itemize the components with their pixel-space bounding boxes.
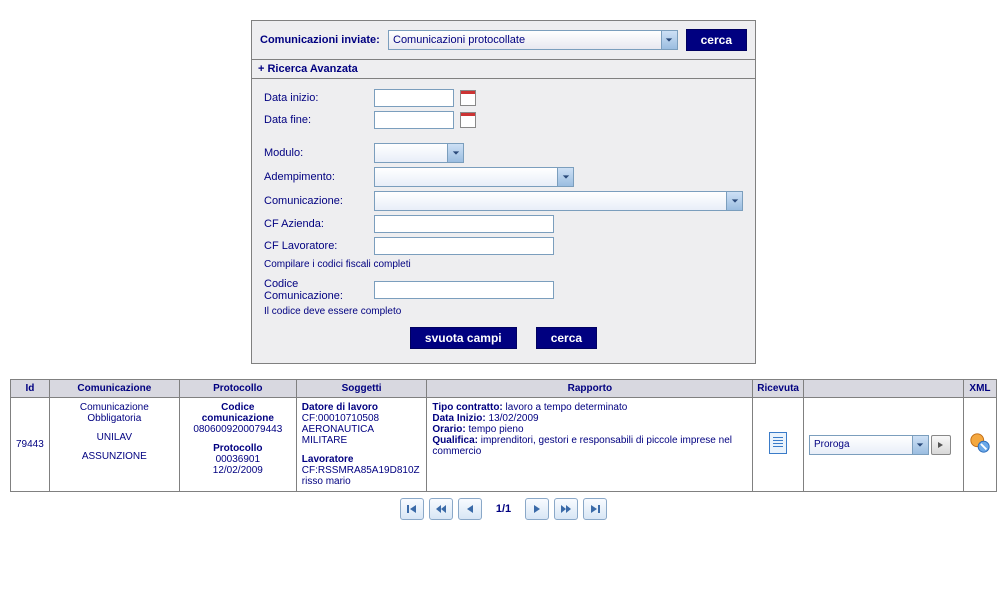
col-comunicazione: Comunicazione: [49, 380, 179, 398]
go-button[interactable]: [931, 435, 951, 455]
data-fine-label: Data fine:: [264, 114, 374, 126]
action-select[interactable]: Proroga: [809, 435, 929, 455]
modulo-label: Modulo:: [264, 147, 374, 159]
com-line2: UNILAV: [55, 432, 174, 443]
col-rapporto: Rapporto: [427, 380, 753, 398]
rap-val4: imprenditori, gestori e responsabili di …: [432, 435, 732, 457]
proto-label2: Protocollo: [185, 443, 291, 454]
comunicazione-label: Comunicazione:: [264, 195, 374, 207]
rap-lbl1: Tipo contratto:: [432, 402, 502, 413]
proto-val2b: 12/02/2009: [185, 465, 291, 476]
sog-label1: Datore di lavoro: [302, 402, 422, 413]
comunicazione-select[interactable]: [374, 191, 743, 211]
pager: 1/1: [10, 498, 997, 520]
chevron-down-icon: [447, 144, 463, 162]
chevron-down-icon: [726, 192, 742, 210]
dropdown-selected-text: Comunicazioni protocollate: [393, 34, 525, 46]
rap-val3: tempo pieno: [466, 424, 524, 435]
adempimento-select[interactable]: [374, 167, 574, 187]
proto-val1: 0806009200079443: [185, 424, 291, 435]
next-fast-button[interactable]: [554, 498, 578, 520]
action-selected-text: Proroga: [814, 439, 850, 450]
sog-label2: Lavoratore: [302, 454, 422, 465]
codice-comunicazione-input[interactable]: [374, 281, 554, 299]
data-inizio-label: Data inizio:: [264, 92, 374, 104]
next-page-button[interactable]: [525, 498, 549, 520]
xml-icon[interactable]: [969, 432, 991, 454]
search-top-row: Comunicazioni inviate: Comunicazioni pro…: [252, 21, 755, 59]
cf-hint: Compilare i codici fiscali completi: [264, 259, 743, 270]
cf-azienda-input[interactable]: [374, 215, 554, 233]
cerca-top-button[interactable]: cerca: [686, 29, 747, 51]
chevron-down-icon: [557, 168, 573, 186]
proto-label1: Codice comunicazione: [185, 402, 291, 424]
modulo-select[interactable]: [374, 143, 464, 163]
chevron-down-icon: [661, 31, 677, 49]
prev-fast-button[interactable]: [429, 498, 453, 520]
first-page-button[interactable]: [400, 498, 424, 520]
proto-val2a: 00036901: [185, 454, 291, 465]
calendar-icon[interactable]: [460, 90, 476, 106]
sog-cf1: CF:00010710508: [302, 413, 422, 424]
cell-id: 79443: [11, 398, 50, 492]
rap-val2: 13/02/2009: [486, 413, 539, 424]
col-azione: [803, 380, 963, 398]
codice-hint: Il codice deve essere completo: [264, 306, 743, 317]
col-ricevuta: Ricevuta: [753, 380, 804, 398]
adempimento-label: Adempimento:: [264, 171, 374, 183]
results-table: Id Comunicazione Protocollo Soggetti Rap…: [10, 379, 997, 492]
document-icon[interactable]: [769, 432, 787, 454]
prev-page-button[interactable]: [458, 498, 482, 520]
rap-lbl4: Qualifica:: [432, 435, 478, 446]
sog-cf2: CF:RSSMRA85A19D810Z: [302, 465, 422, 476]
rap-lbl3: Orario:: [432, 424, 465, 435]
chevron-down-icon: [912, 436, 928, 454]
rap-val1: lavoro a tempo determinato: [503, 402, 628, 413]
cerca-button[interactable]: cerca: [536, 327, 597, 349]
comunicazioni-inviate-label: Comunicazioni inviate:: [260, 34, 380, 46]
data-inizio-input[interactable]: [374, 89, 454, 107]
col-soggetti: Soggetti: [296, 380, 427, 398]
cf-lavoratore-input[interactable]: [374, 237, 554, 255]
table-row: 79443 Comunicazione Obbligatoria UNILAV …: [11, 398, 997, 492]
rap-lbl2: Data Inizio:: [432, 413, 485, 424]
col-id: Id: [11, 380, 50, 398]
advanced-search-body: Data inizio: Data fine: Modulo: Adempime…: [252, 79, 755, 363]
calendar-icon[interactable]: [460, 112, 476, 128]
search-panel: Comunicazioni inviate: Comunicazioni pro…: [251, 20, 756, 364]
svuota-campi-button[interactable]: svuota campi: [410, 327, 517, 349]
cf-lavoratore-label: CF Lavoratore:: [264, 240, 374, 252]
col-xml: XML: [963, 380, 996, 398]
codice-comunicazione-label: Codice Comunicazione:: [264, 278, 374, 302]
com-line1: Comunicazione Obbligatoria: [55, 402, 174, 424]
data-fine-input[interactable]: [374, 111, 454, 129]
sog-name1: AERONAUTICA MILITARE: [302, 424, 422, 446]
com-line3: ASSUNZIONE: [55, 451, 174, 462]
pager-text: 1/1: [496, 503, 511, 515]
comunicazioni-main-dropdown[interactable]: Comunicazioni protocollate: [388, 30, 678, 50]
ricerca-avanzata-header[interactable]: + Ricerca Avanzata: [252, 59, 755, 79]
col-protocollo: Protocollo: [179, 380, 296, 398]
last-page-button[interactable]: [583, 498, 607, 520]
sog-name2: risso mario: [302, 476, 422, 487]
cf-azienda-label: CF Azienda:: [264, 218, 374, 230]
